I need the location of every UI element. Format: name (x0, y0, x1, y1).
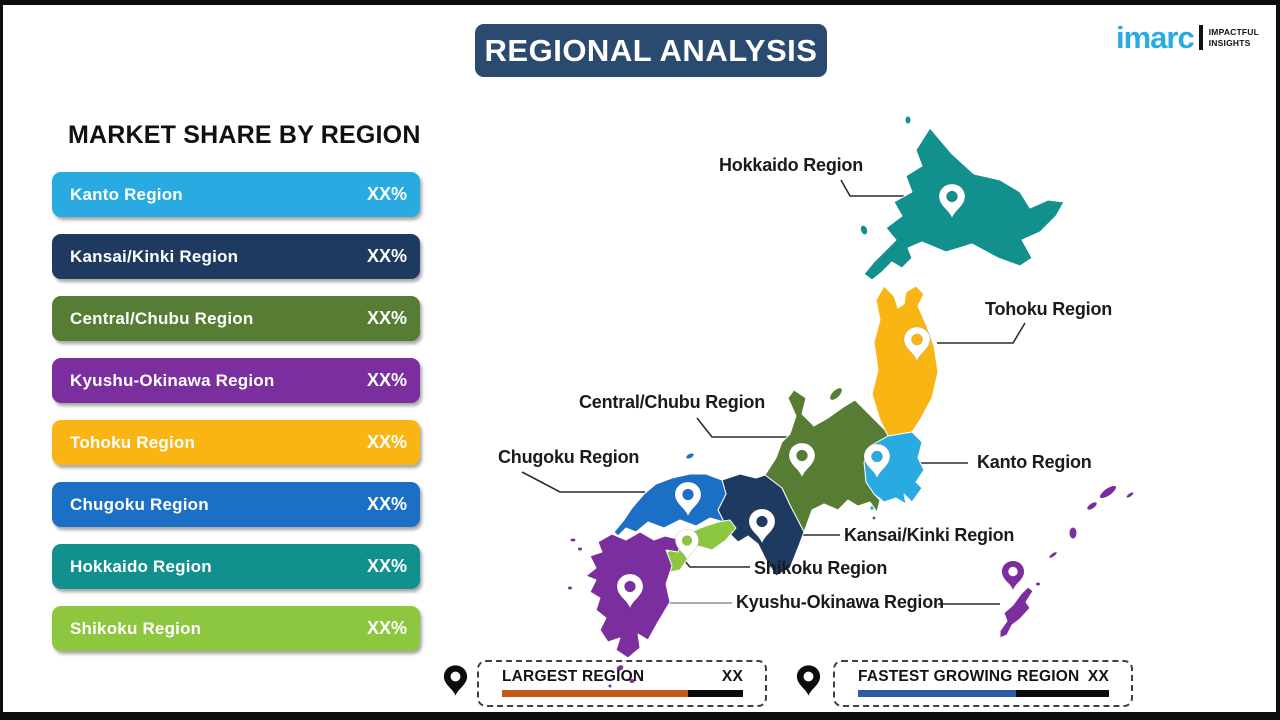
map-regions (567, 115, 1135, 689)
bar-kanto: Kanto Region XX% (52, 172, 420, 217)
pin-shikoku (674, 528, 700, 561)
legend-largest-bar (502, 690, 743, 697)
label-central-chubu: Central/Chubu Region (579, 392, 765, 412)
label-shikoku: Shikoku Region (754, 558, 888, 578)
map-island-oki (685, 452, 695, 460)
pin-okinawa (1001, 560, 1025, 590)
legend-fastest-growing-region: FASTEST GROWING REGION XX (833, 660, 1133, 707)
map-island-south2 (628, 678, 636, 684)
bar-tohoku: Tohoku Region XX% (52, 420, 420, 465)
pin-tohoku (903, 326, 931, 363)
logo-divider (1198, 25, 1203, 50)
map-island-iki (577, 546, 583, 552)
legend-fastest-bar (858, 690, 1109, 697)
legend-fastest-bar-fill (858, 690, 1017, 697)
pin-hokkaido (938, 183, 966, 220)
imarc-logo: imarc IMPACTFUL INSIGHTS (1116, 22, 1259, 53)
japan-map (521, 115, 1135, 689)
map-island-okinawa-main (999, 586, 1034, 639)
map-island-sado (829, 387, 843, 401)
frame-right (1276, 0, 1280, 720)
bar-chugoku: Chugoku Region XX% (52, 482, 420, 527)
leader-central-chubu (696, 417, 790, 438)
label-kanto: Kanto Region (977, 452, 1092, 472)
pin-kansai (748, 508, 776, 545)
map-island-south3 (607, 683, 613, 689)
market-share-heading: MARKET SHARE BY REGION (68, 121, 421, 149)
leader-tohoku (937, 322, 1026, 344)
map-island-tsushima (569, 537, 577, 543)
bar-chubu: Central/Chubu Region XX% (52, 296, 420, 341)
bar-kyushu: Kyushu-Okinawa Region XX% (52, 358, 420, 403)
title-banner: REGIONAL ANALYSIS (475, 24, 827, 77)
label-hokkaido: Hokkaido Region (719, 155, 864, 175)
map-island-okushiri (859, 224, 869, 236)
logo-tagline: IMPACTFUL INSIGHTS (1208, 27, 1260, 48)
map-island-south1 (615, 664, 625, 672)
label-kansai: Kansai/Kinki Region (844, 525, 1015, 545)
map-region-tohoku (871, 285, 939, 437)
frame-left (0, 0, 3, 720)
largest-region-pin-icon (443, 665, 468, 696)
bar-kansai: Kansai/Kinki Region XX% (52, 234, 420, 279)
pin-chugoku (674, 481, 702, 518)
leader-hokkaido (840, 179, 904, 197)
pin-kyushu (616, 573, 644, 610)
leader-chugoku (521, 471, 645, 493)
legend-fastest-value: XX (1087, 668, 1109, 685)
legend-fastest-label: FASTEST GROWING REGION (858, 668, 1080, 685)
label-chugoku: Chugoku Region (498, 447, 640, 467)
frame-top (0, 0, 1280, 5)
pin-kanto (863, 443, 891, 480)
map-island-izu-south (871, 515, 877, 521)
logo-wordmark: imarc (1116, 20, 1195, 55)
map-island-goto (567, 585, 573, 591)
leader-shikoku (681, 557, 750, 568)
map-okinawa-chain (999, 484, 1135, 639)
page-title: REGIONAL ANALYSIS (484, 32, 818, 68)
map-island-rishiri (904, 115, 912, 125)
legend-largest-region: LARGEST REGION XX (477, 660, 767, 707)
pin-chubu (788, 442, 816, 479)
label-kyushu-okinawa: Kyushu-Okinawa Region (736, 592, 944, 612)
frame-bottom (0, 712, 1280, 720)
fastest-growing-pin-icon (796, 665, 821, 696)
bar-shikoku: Shikoku Region XX% (52, 606, 420, 651)
legend-largest-value: XX (721, 668, 743, 685)
map-region-hokkaido (863, 127, 1065, 281)
label-tohoku: Tohoku Region (985, 299, 1113, 319)
map-pins (616, 183, 1025, 610)
market-share-list: Kanto Region XX% Kansai/Kinki Region XX%… (52, 172, 420, 651)
legend-largest-bar-fill (502, 690, 688, 697)
legend-largest-label: LARGEST REGION (502, 668, 645, 685)
bar-hokkaido: Hokkaido Region XX% (52, 544, 420, 589)
